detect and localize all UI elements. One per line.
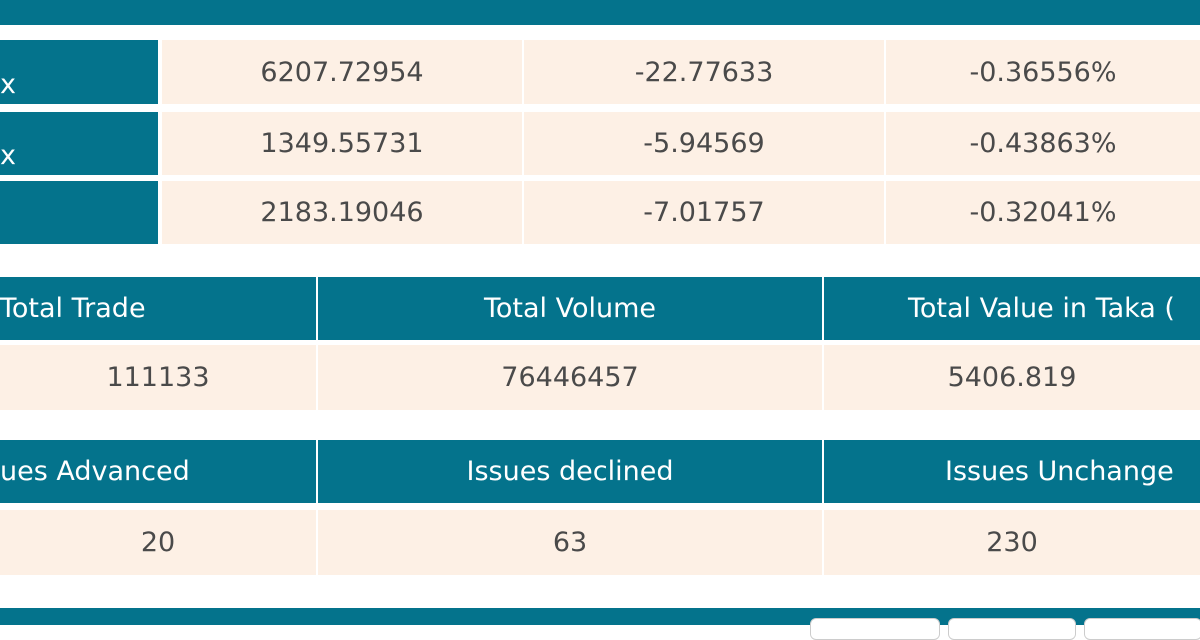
header-cell: Total Value in Taka ( [824, 277, 1200, 340]
button[interactable] [948, 618, 1076, 640]
value-cell: 20 [0, 510, 316, 575]
button[interactable] [1084, 618, 1200, 640]
value-cell: 230 [824, 510, 1200, 575]
header-cell: Total Trade [0, 277, 316, 340]
value-cell: 63 [318, 510, 822, 575]
header-cell: Issues declined [318, 440, 822, 503]
value-cell: 5406.819 [824, 345, 1200, 410]
index-label [0, 181, 158, 244]
index-percent: -0.43863% [886, 112, 1200, 175]
top-banner [0, 0, 1200, 25]
index-change: -22.77633 [524, 40, 884, 104]
index-change: -7.01757 [524, 181, 884, 244]
button[interactable] [810, 618, 940, 640]
index-percent: -0.36556% [886, 40, 1200, 104]
index-label: x [0, 40, 158, 104]
index-percent: -0.32041% [886, 181, 1200, 244]
index-value: 2183.19046 [162, 181, 522, 244]
index-value: 1349.55731 [162, 112, 522, 175]
value-cell: 76446457 [318, 345, 822, 410]
index-label: x [0, 112, 158, 175]
index-value: 6207.72954 [162, 40, 522, 104]
header-cell: Total Volume [318, 277, 822, 340]
value-cell: 111133 [0, 345, 316, 410]
index-change: -5.94569 [524, 112, 884, 175]
header-cell: ues Advanced [0, 440, 316, 503]
header-cell: Issues Unchange [824, 440, 1200, 503]
